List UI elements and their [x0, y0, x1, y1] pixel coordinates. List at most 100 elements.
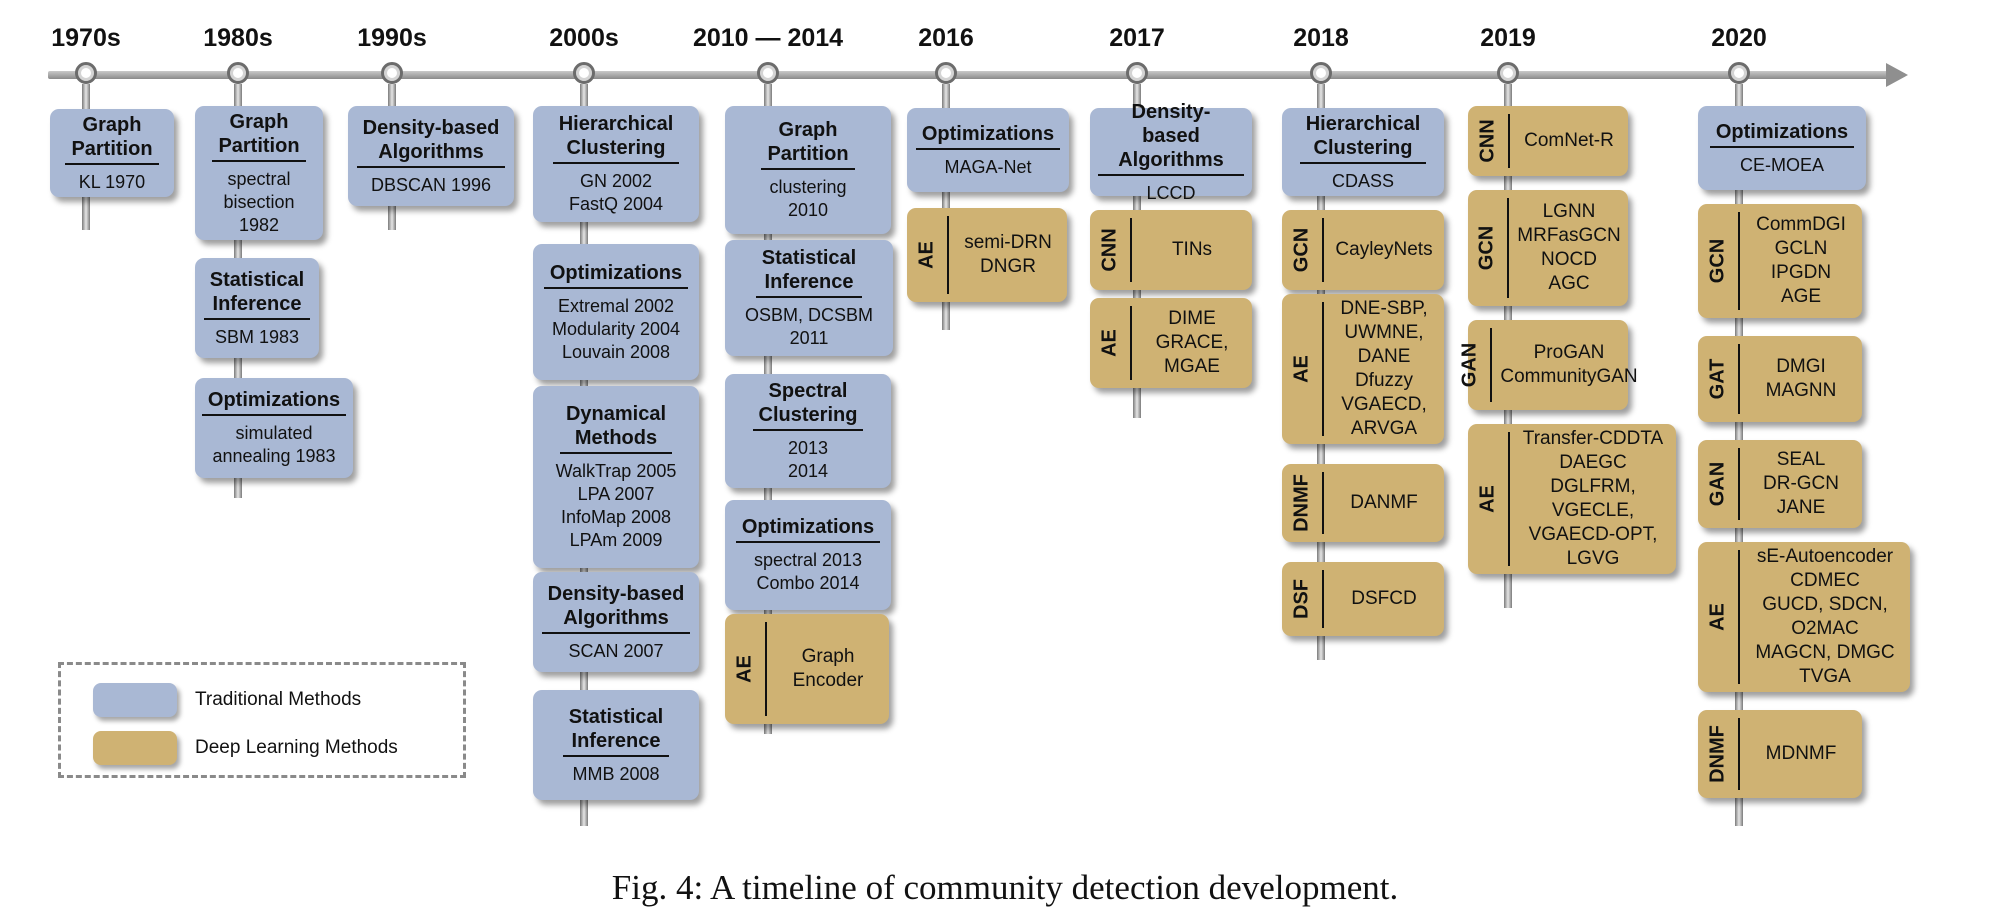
method-category-tag-text: CNN	[1476, 119, 1499, 163]
method-category-tag: AE	[1090, 306, 1132, 380]
traditional-method-box: Graph Partition clustering 2010	[725, 106, 891, 234]
method-item: LGNN	[1542, 201, 1596, 222]
method-item: JANE	[1776, 497, 1826, 518]
method-item: LPA 2007	[577, 484, 655, 504]
method-item: MDNMF	[1765, 743, 1837, 764]
method-item: GN 2002	[579, 171, 653, 191]
method-category-title-line: Algorithms	[1118, 148, 1224, 171]
method-list: KL 1970	[79, 171, 145, 194]
traditional-method-box: Statistical Inference SBM 1983	[195, 258, 319, 358]
method-item: OSBM, DCSBM	[744, 305, 873, 325]
deep-learning-method-box: AE DNE-SBP, UWMNE, DANE Dfuzzy VGAECD, ARVGA	[1282, 294, 1444, 444]
method-item: DGLFRM,	[1550, 476, 1636, 497]
method-item: CDMEC	[1790, 570, 1860, 591]
era-node	[1497, 62, 1519, 84]
era-label: 2010 — 2014	[692, 24, 844, 52]
method-item: FastQ 2004	[568, 194, 664, 214]
method-category-title: Statistical Inference	[562, 705, 670, 757]
method-category-title: Hierarchical Clustering	[552, 112, 680, 164]
method-category-tag: DNMF	[1698, 718, 1740, 790]
method-list: CE-MOEA	[1740, 154, 1824, 177]
method-category-tag: GAT	[1698, 344, 1740, 414]
method-item: DNGR	[980, 256, 1036, 277]
method-item: UWMNE,	[1344, 322, 1424, 343]
timeline-arrow-head	[1886, 63, 1908, 87]
method-category-tag: GCN	[1467, 198, 1510, 298]
method-item: sE-Autoencoder	[1756, 546, 1894, 567]
method-category-tag: GAN	[1450, 328, 1493, 402]
method-category-title-line: Spectral	[768, 380, 848, 402]
method-category-title-line: Density-based	[1131, 100, 1211, 147]
method-item: GUCD, SDCN,	[1762, 594, 1888, 615]
method-item: MRFasGCN	[1517, 225, 1621, 246]
method-category-title-line: Algorithms	[378, 140, 484, 163]
method-category-tag: GAN	[1698, 448, 1740, 520]
method-list: DNE-SBP, UWMNE, DANE Dfuzzy VGAECD, ARVGA	[1324, 293, 1444, 445]
method-category-title: Spectral Clustering	[752, 379, 864, 431]
era-node	[1310, 62, 1332, 84]
method-list: DIME GRACE, MGAE	[1132, 303, 1252, 383]
deep-learning-method-box: AE Graph Encoder	[725, 614, 889, 724]
method-item: WalkTrap 2005	[555, 461, 677, 481]
method-category-title: Statistical Inference	[755, 246, 863, 298]
traditional-method-box: Density-based Algorithms DBSCAN 1996	[348, 106, 514, 206]
method-category-title-line: Statistical	[568, 705, 664, 728]
era-node	[227, 62, 249, 84]
method-list: semi-DRN DNGR	[949, 227, 1067, 283]
method-item: MAGNN	[1765, 380, 1837, 401]
method-item: ProGAN	[1533, 342, 1605, 363]
era-label: 2019	[1480, 24, 1536, 52]
era-label: 2020	[1711, 24, 1767, 52]
era-node	[1126, 62, 1148, 84]
method-item: spectral 2013	[753, 550, 863, 570]
method-item: bisection	[223, 191, 295, 212]
method-category-title-line: Partition	[767, 143, 849, 165]
traditional-method-box: Hierarchical Clustering CDASS	[1282, 108, 1444, 196]
era-label: 1990s	[357, 24, 427, 52]
deep-learning-method-box: AE Transfer-CDDTA DAEGC DGLFRM, VGECLE, VGAEC…	[1468, 424, 1676, 574]
method-item: GRACE,	[1155, 332, 1229, 353]
method-item: DANE	[1357, 346, 1411, 367]
deep-learning-method-box: GAN SEAL DR-GCN JANE	[1698, 440, 1862, 528]
traditional-method-box: Optimizations CE-MOEA	[1698, 106, 1866, 190]
method-category-title-line: Clustering	[1313, 136, 1413, 159]
method-category-title-line: Optimizations	[1715, 120, 1849, 143]
era-label: 2018	[1293, 24, 1349, 52]
era-label: 2016	[918, 24, 974, 52]
method-category-title-line: Inference	[764, 271, 854, 293]
method-category-tag-text: AE	[1706, 603, 1729, 631]
method-category-title: Optimizations	[915, 122, 1061, 150]
method-list: Transfer-CDDTA DAEGC DGLFRM, VGECLE, VGAECD-…	[1510, 423, 1676, 575]
method-category-title-line: Partition	[218, 134, 300, 157]
method-category-title-line: Inference	[212, 292, 302, 315]
traditional-method-box: Optimizations Extremal 2002 Modularity 200…	[533, 244, 699, 380]
method-item: DAEGC	[1559, 452, 1627, 473]
method-list: 2013 2014	[788, 437, 828, 483]
method-item: AGC	[1548, 273, 1590, 294]
deep-learning-method-box: AE sE-Autoencoder CDMEC GUCD, SDCN, O2MAC MAG…	[1698, 542, 1910, 692]
method-category-tag-text: GAN	[1458, 342, 1481, 388]
method-item: MAGCN, DMGC	[1755, 642, 1895, 663]
method-item: 1982	[238, 214, 280, 235]
method-item: VGECLE,	[1551, 500, 1635, 521]
method-item: DSFCD	[1351, 588, 1417, 609]
method-list: spectral 2013 Combo 2014	[754, 549, 862, 595]
method-item: CE-MOEA	[1739, 154, 1824, 175]
method-list: SBM 1983	[215, 326, 299, 349]
method-category-tag: AE	[1698, 550, 1740, 684]
method-item: IPGDN	[1770, 262, 1832, 283]
deep-learning-method-box: GCN CommDGI GCLN IPGDN AGE	[1698, 204, 1862, 318]
method-category-title: Density-based Algorithms	[541, 582, 691, 634]
method-item: semi-DRN	[964, 232, 1052, 253]
method-list: WalkTrap 2005 LPA 2007 InfoMap 2008 LPAm 20…	[556, 460, 677, 552]
method-category-title: Dynamical Methods	[559, 402, 673, 454]
method-item: Graph	[801, 646, 855, 667]
method-list: ComNet-R	[1510, 125, 1628, 157]
method-item: DANMF	[1350, 492, 1418, 513]
method-item: Louvain 2008	[561, 341, 671, 362]
deep-learning-method-box: CNN ComNet-R	[1468, 106, 1628, 176]
method-category-title-line: Dynamical	[565, 403, 667, 425]
traditional-method-box: Statistical Inference MMB 2008	[533, 690, 699, 800]
method-item: TINs	[1171, 239, 1213, 260]
traditional-method-box: Density-based Algorithms SCAN 2007	[533, 572, 699, 672]
